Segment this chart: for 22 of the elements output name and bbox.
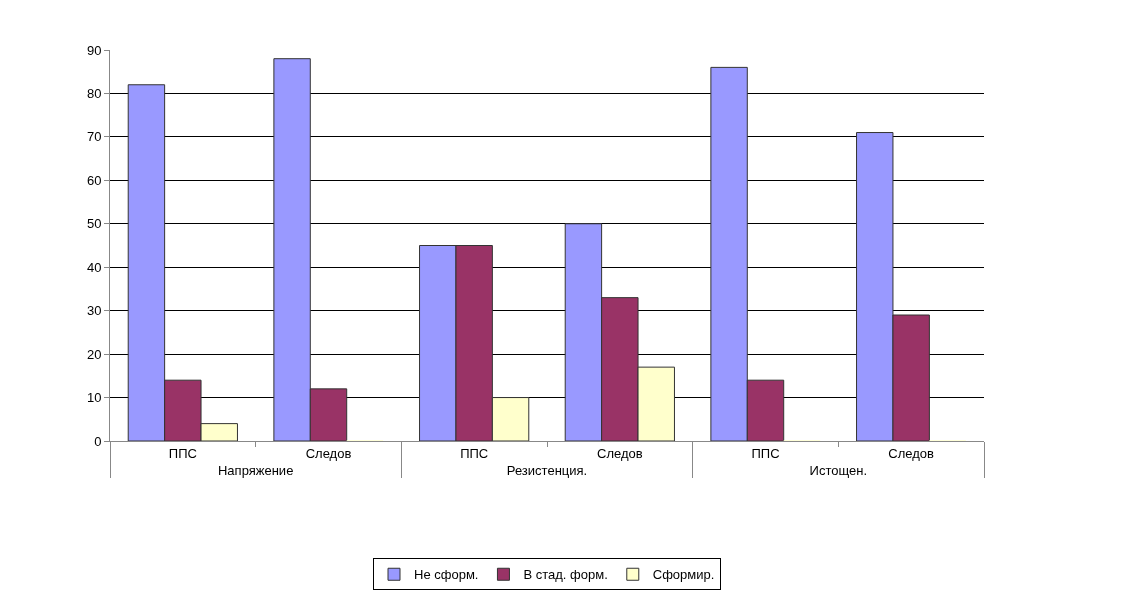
- y-tick-label: 50: [86, 216, 102, 232]
- text: Резистенция.: [506, 462, 588, 478]
- x-tick-label: ППС: [751, 445, 780, 461]
- x-tick-label: Следов: [597, 445, 643, 461]
- y-tick-label: 10: [86, 390, 102, 406]
- x-tick-label: ППС: [460, 445, 489, 461]
- legend-label: Сформир.: [652, 567, 715, 583]
- x-tick-label: Следов: [888, 445, 935, 461]
- legend-label: Не сформ.: [414, 567, 479, 583]
- x-tick-label: Следов: [305, 445, 352, 461]
- y-tick-label: 20: [86, 346, 102, 362]
- y-tick-label: 70: [86, 129, 102, 145]
- y-tick-label: 30: [86, 303, 102, 319]
- y-tick-label: 0: [94, 433, 102, 449]
- text: Напряжение: [217, 462, 294, 478]
- y-tick-label: 60: [86, 172, 102, 188]
- y-tick-label: 40: [86, 259, 102, 275]
- legend-label: В стад. форм.: [523, 567, 608, 583]
- x-tick-label: ППС: [168, 445, 197, 461]
- y-tick-label: 90: [86, 42, 102, 58]
- text: Истощен.: [809, 462, 868, 478]
- y-tick-label: 80: [86, 85, 102, 101]
